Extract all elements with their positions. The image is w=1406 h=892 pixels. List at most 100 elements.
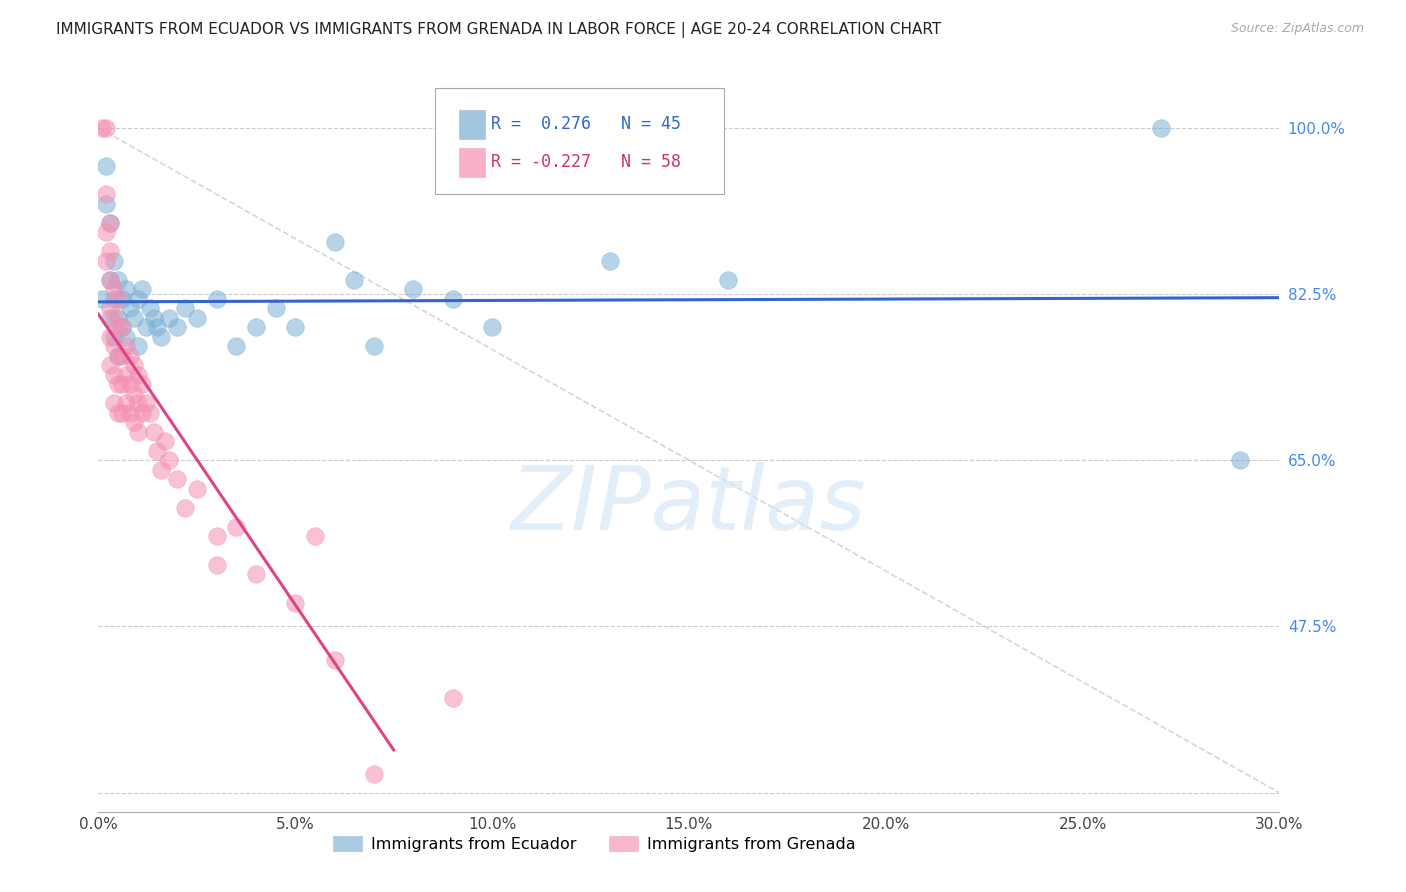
Point — [441, 292, 464, 306]
Point — [481, 320, 503, 334]
Point — [1150, 120, 1173, 135]
Point — [98, 216, 121, 230]
Point — [166, 472, 188, 486]
Point — [284, 320, 307, 334]
Point — [103, 310, 125, 325]
Point — [91, 292, 114, 306]
Point — [138, 301, 160, 316]
Point — [98, 310, 121, 325]
Point — [103, 396, 125, 410]
Point — [142, 425, 165, 439]
Point — [115, 396, 138, 410]
Point — [245, 567, 267, 582]
Point — [363, 766, 385, 780]
Text: ZIPatlas: ZIPatlas — [512, 461, 866, 548]
Point — [103, 282, 125, 296]
Point — [107, 320, 129, 334]
Point — [343, 273, 366, 287]
Point — [150, 463, 173, 477]
Text: R = -0.227   N = 58: R = -0.227 N = 58 — [491, 153, 681, 171]
Legend: Immigrants from Ecuador, Immigrants from Grenada: Immigrants from Ecuador, Immigrants from… — [326, 830, 862, 859]
Bar — [458, 110, 485, 139]
Point — [363, 339, 385, 353]
Point — [157, 310, 180, 325]
Bar — [458, 147, 485, 177]
Point — [441, 690, 464, 705]
Point — [155, 434, 177, 449]
Point — [111, 349, 134, 363]
Point — [135, 320, 157, 334]
Point — [115, 368, 138, 382]
Point — [284, 596, 307, 610]
Point — [118, 301, 141, 316]
Point — [118, 406, 141, 420]
Point — [98, 244, 121, 259]
Point — [103, 330, 125, 344]
Point — [127, 396, 149, 410]
Point — [107, 292, 129, 306]
FancyBboxPatch shape — [434, 87, 724, 194]
Point — [150, 330, 173, 344]
Point — [103, 253, 125, 268]
Point — [122, 310, 145, 325]
Point — [402, 282, 425, 296]
Point — [127, 425, 149, 439]
Point — [138, 406, 160, 420]
Point — [107, 349, 129, 363]
Point — [157, 453, 180, 467]
Point — [107, 273, 129, 287]
Point — [174, 500, 197, 515]
Point — [717, 273, 740, 287]
Point — [127, 292, 149, 306]
Point — [98, 273, 121, 287]
Text: Source: ZipAtlas.com: Source: ZipAtlas.com — [1230, 22, 1364, 36]
Point — [122, 415, 145, 429]
Point — [96, 196, 118, 211]
Point — [103, 368, 125, 382]
Point — [599, 253, 621, 268]
Point — [98, 273, 121, 287]
Point — [115, 339, 138, 353]
Point — [96, 187, 118, 202]
Point — [103, 292, 125, 306]
Point — [146, 320, 169, 334]
Point — [103, 339, 125, 353]
Point — [127, 339, 149, 353]
Point — [118, 349, 141, 363]
Point — [131, 282, 153, 296]
Point — [107, 349, 129, 363]
Point — [107, 406, 129, 420]
Text: R =  0.276   N = 45: R = 0.276 N = 45 — [491, 115, 681, 133]
Point — [91, 120, 114, 135]
Point — [205, 529, 228, 543]
Point — [122, 386, 145, 401]
Point — [96, 225, 118, 239]
Point — [135, 396, 157, 410]
Point — [111, 320, 134, 334]
Point — [205, 558, 228, 572]
Point — [96, 159, 118, 173]
Text: IMMIGRANTS FROM ECUADOR VS IMMIGRANTS FROM GRENADA IN LABOR FORCE | AGE 20-24 CO: IMMIGRANTS FROM ECUADOR VS IMMIGRANTS FR… — [56, 22, 942, 38]
Point — [115, 330, 138, 344]
Point — [111, 377, 134, 392]
Point — [323, 235, 346, 249]
Point — [146, 443, 169, 458]
Point — [118, 377, 141, 392]
Point — [264, 301, 287, 316]
Point — [115, 282, 138, 296]
Point — [186, 482, 208, 496]
Point — [96, 253, 118, 268]
Point — [174, 301, 197, 316]
Point — [1229, 453, 1251, 467]
Point — [96, 120, 118, 135]
Point — [131, 377, 153, 392]
Point — [107, 377, 129, 392]
Point — [166, 320, 188, 334]
Point — [225, 520, 247, 534]
Point — [98, 301, 121, 316]
Point — [111, 320, 134, 334]
Point — [98, 216, 121, 230]
Point — [142, 310, 165, 325]
Point — [98, 330, 121, 344]
Point — [111, 292, 134, 306]
